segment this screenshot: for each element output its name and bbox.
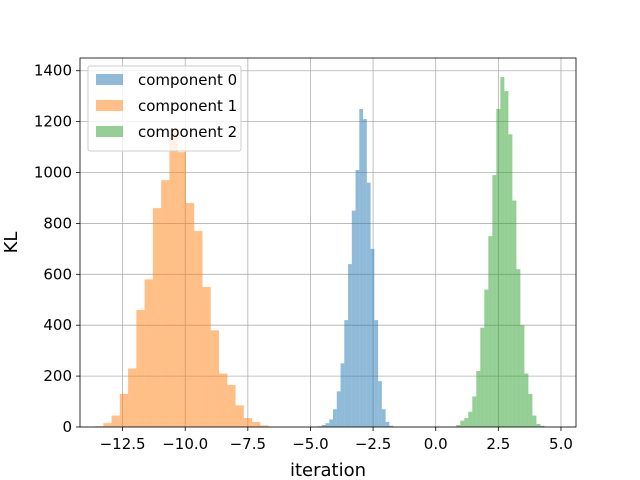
histogram-bar: [381, 409, 386, 427]
histogram-bar: [202, 287, 211, 427]
histogram-bar: [351, 210, 356, 427]
plot-frame: [79, 57, 577, 428]
legend: component 0 component 1 component 2: [87, 65, 242, 152]
histogram-bar: [540, 425, 545, 427]
legend-swatch: [96, 126, 123, 137]
histogram-bar: [374, 320, 379, 427]
histogram-bar: [325, 423, 330, 427]
histogram-bar: [520, 325, 525, 427]
y-tick-label: 600: [43, 265, 72, 283]
histogram-bar: [329, 419, 334, 427]
y-axis-label: KL: [1, 232, 22, 254]
histogram-bar: [144, 279, 153, 427]
legend-label: component 1: [138, 97, 237, 115]
histogram-bar: [468, 411, 473, 427]
histogram-bar: [472, 396, 477, 427]
histogram-bar: [185, 203, 195, 427]
histogram-bar: [385, 421, 390, 427]
x-tick-label: −2.5: [355, 435, 391, 453]
histogram-bar: [512, 200, 517, 427]
histogram-bar: [456, 424, 461, 427]
series-2-bars: [456, 77, 545, 428]
histogram-bar: [333, 409, 337, 427]
y-tick-label: 200: [43, 367, 72, 385]
x-tick-label: −12.5: [100, 435, 146, 453]
histogram-bar: [389, 425, 394, 427]
histogram-bar: [528, 393, 533, 427]
histogram-bar: [476, 371, 481, 427]
histogram-bar: [488, 236, 493, 427]
histogram-bar: [136, 309, 145, 427]
histogram-bar: [504, 91, 509, 427]
histogram-bar: [227, 385, 236, 427]
y-tick-label: 800: [43, 214, 72, 232]
legend-swatch: [96, 74, 123, 85]
histogram-bar: [508, 134, 513, 427]
histogram-bar: [500, 77, 505, 427]
histogram-bar: [177, 152, 186, 427]
histogram-bar: [370, 248, 375, 427]
histogram-bar: [336, 391, 341, 427]
y-tick-label: 0: [62, 418, 72, 436]
x-tick-label: −10.0: [162, 435, 208, 453]
histogram-bar: [169, 129, 178, 427]
histogram-bar: [532, 415, 537, 427]
y-tick-label: 1400: [34, 62, 72, 80]
histogram-bar: [235, 405, 244, 427]
series-1-bars: [95, 129, 277, 427]
histogram-bar: [524, 373, 529, 427]
histogram-bar: [359, 108, 364, 428]
bars: [95, 77, 545, 428]
histogram-bar: [378, 381, 382, 427]
histogram-bar: [103, 423, 112, 427]
axes: [79, 57, 577, 428]
histogram-bar: [363, 119, 367, 427]
histogram-bar: [366, 182, 371, 427]
histogram-bar: [210, 330, 220, 427]
y-tick-label: 400: [43, 316, 72, 334]
x-tick-label: 0.0: [424, 435, 448, 453]
histogram-bar: [460, 420, 465, 427]
x-tick-label: 5.0: [549, 435, 573, 453]
histogram-bar: [516, 269, 521, 427]
histogram-bar: [243, 418, 253, 427]
histogram-bar: [161, 180, 170, 427]
histogram-bar: [355, 169, 360, 427]
histogram-bar: [194, 231, 203, 427]
histogram-bar: [260, 425, 269, 427]
histogram-bar: [480, 327, 485, 427]
histogram-bar: [348, 264, 352, 427]
histogram-bar: [321, 424, 326, 427]
histogram-bar: [119, 393, 129, 427]
legend-box: [87, 65, 242, 152]
histogram-bar: [496, 108, 501, 428]
histogram-bar: [128, 368, 137, 427]
legend-swatch: [96, 100, 123, 111]
histogram-bar: [111, 415, 120, 427]
x-axis-label: iteration: [290, 460, 366, 480]
x-tick-label: 2.5: [486, 435, 510, 453]
histogram-bar: [484, 289, 489, 427]
histogram-bar: [344, 320, 349, 427]
x-tick-label: −7.5: [230, 435, 266, 453]
series-0-bars: [317, 108, 394, 428]
legend-label: component 0: [138, 71, 237, 89]
x-tick-label: −5.0: [292, 435, 328, 453]
histogram-bar: [152, 208, 162, 427]
histogram-bar: [492, 175, 497, 427]
histogram-bar: [252, 421, 261, 427]
histogram-bar: [536, 423, 541, 427]
histogram-bar: [219, 373, 228, 427]
histogram-bar: [464, 418, 469, 427]
histogram-bar: [340, 363, 345, 427]
ticks: −12.5 −10.0 −7.5 −5.0 −2.5 0.0 2.5 5.0 0 200 400 60…: [34, 62, 573, 453]
y-tick-label: 1200: [34, 113, 72, 131]
y-tick-label: 1000: [34, 164, 72, 182]
legend-label: component 2: [138, 123, 237, 141]
